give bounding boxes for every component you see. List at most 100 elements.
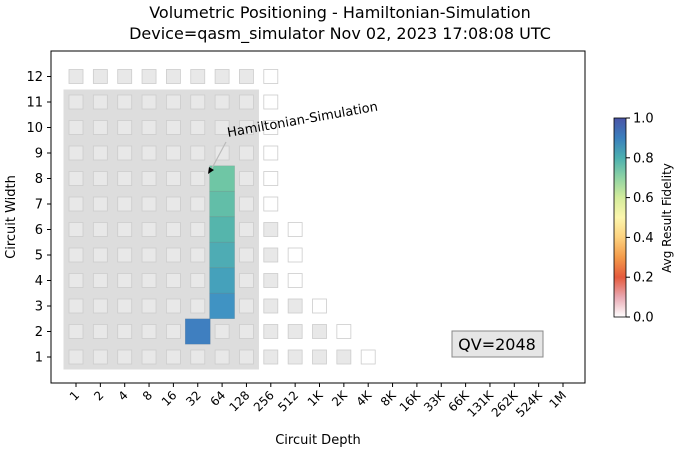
- reference-box: [68, 222, 84, 237]
- reference-box: [263, 247, 279, 263]
- plot-area: [50, 50, 586, 384]
- y-tick-label: 2: [35, 325, 43, 340]
- y-tick-label: 9: [35, 147, 43, 162]
- data-point: [209, 267, 235, 294]
- reference-box: [239, 196, 254, 212]
- colorbar-tick-label: 0.4: [633, 231, 654, 246]
- reference-box: [263, 222, 279, 237]
- reference-box: [239, 247, 254, 263]
- reference-box: [239, 273, 254, 288]
- reference-box: [287, 247, 303, 263]
- x-tick-label: 1K: [305, 387, 327, 409]
- reference-box: [117, 69, 133, 84]
- reference-box: [263, 324, 279, 339]
- qv-box-frame: [451, 330, 544, 358]
- reference-box: [214, 324, 230, 339]
- reference-box: [68, 196, 84, 212]
- x-tick-label: 2K: [329, 387, 351, 409]
- reference-box: [141, 273, 157, 288]
- reference-box: [239, 145, 254, 161]
- reference-box: [165, 120, 181, 135]
- reference-box: [68, 120, 84, 135]
- reference-box: [263, 69, 279, 84]
- y-tick-label: 3: [35, 300, 43, 315]
- x-tick-label: 4: [116, 388, 131, 403]
- reference-box: [141, 222, 157, 237]
- x-tick-label: 512: [275, 388, 301, 414]
- x-tick-label: 524K: [513, 387, 545, 419]
- reference-box: [92, 298, 108, 314]
- reference-box: [92, 145, 108, 161]
- reference-box: [92, 222, 108, 237]
- reference-box: [190, 120, 206, 135]
- reference-box: [239, 349, 254, 365]
- x-tick-label: 8: [140, 388, 155, 403]
- reference-box: [360, 349, 376, 365]
- reference-box: [68, 171, 84, 186]
- reference-box: [336, 324, 352, 339]
- reference-box: [263, 349, 279, 365]
- chart-title-line2: Device=qasm_simulator Nov 02, 2023 17:08…: [129, 24, 551, 44]
- reference-box: [165, 324, 181, 339]
- y-tick-label: 11: [26, 96, 43, 111]
- reference-box: [141, 298, 157, 314]
- reference-box: [165, 247, 181, 263]
- reference-box: [68, 247, 84, 263]
- colorbar-tick-label: 0.6: [633, 191, 654, 206]
- y-tick-label: 7: [35, 198, 43, 213]
- reference-box: [190, 145, 206, 161]
- colorbar-tick-label: 0.0: [633, 311, 654, 326]
- reference-box: [287, 349, 303, 365]
- reference-box: [141, 69, 157, 84]
- reference-box: [190, 196, 206, 212]
- reference-box: [117, 247, 133, 263]
- reference-box: [165, 298, 181, 314]
- reference-box: [117, 222, 133, 237]
- reference-box: [239, 171, 254, 186]
- reference-box: [117, 298, 133, 314]
- reference-box: [287, 222, 303, 237]
- reference-box: [68, 145, 84, 161]
- reference-box: [239, 298, 254, 314]
- reference-box: [68, 349, 84, 365]
- reference-box: [165, 349, 181, 365]
- y-axis-label: Circuit Width: [4, 175, 19, 259]
- reference-box: [287, 324, 303, 339]
- reference-box: [239, 120, 254, 135]
- reference-box: [68, 324, 84, 339]
- reference-box: [92, 171, 108, 186]
- reference-box: [117, 94, 133, 110]
- reference-box: [287, 298, 303, 314]
- reference-box: [68, 69, 84, 84]
- reference-box: [263, 145, 279, 161]
- reference-box: [312, 349, 327, 365]
- reference-box: [165, 196, 181, 212]
- reference-box: [92, 247, 108, 263]
- reference-box: [141, 349, 157, 365]
- reference-box: [117, 349, 133, 365]
- x-tick-label: 262K: [489, 387, 521, 419]
- colorbar-tick-label: 1.0: [633, 112, 654, 127]
- annotation-arrow-head: [208, 167, 214, 174]
- reference-box: [141, 247, 157, 263]
- reference-box: [117, 120, 133, 135]
- reference-box: [336, 349, 352, 365]
- y-tick-label: 10: [26, 121, 43, 136]
- reference-box: [263, 273, 279, 288]
- reference-box: [190, 247, 206, 263]
- reference-box: [141, 196, 157, 212]
- colorbar-label: Avg Result Fidelity: [660, 163, 674, 273]
- data-point: [184, 318, 211, 345]
- x-tick-label: 8K: [378, 387, 400, 409]
- reference-box: [190, 69, 206, 84]
- x-tick-label: 64: [208, 388, 229, 409]
- reference-box: [92, 349, 108, 365]
- reference-box: [239, 324, 254, 339]
- reference-box: [239, 222, 254, 237]
- reference-box: [92, 273, 108, 288]
- x-tick-label: 1: [67, 388, 82, 403]
- qv-box: QV=2048: [451, 330, 544, 358]
- reference-box: [117, 273, 133, 288]
- y-tick-label: 1: [35, 351, 43, 366]
